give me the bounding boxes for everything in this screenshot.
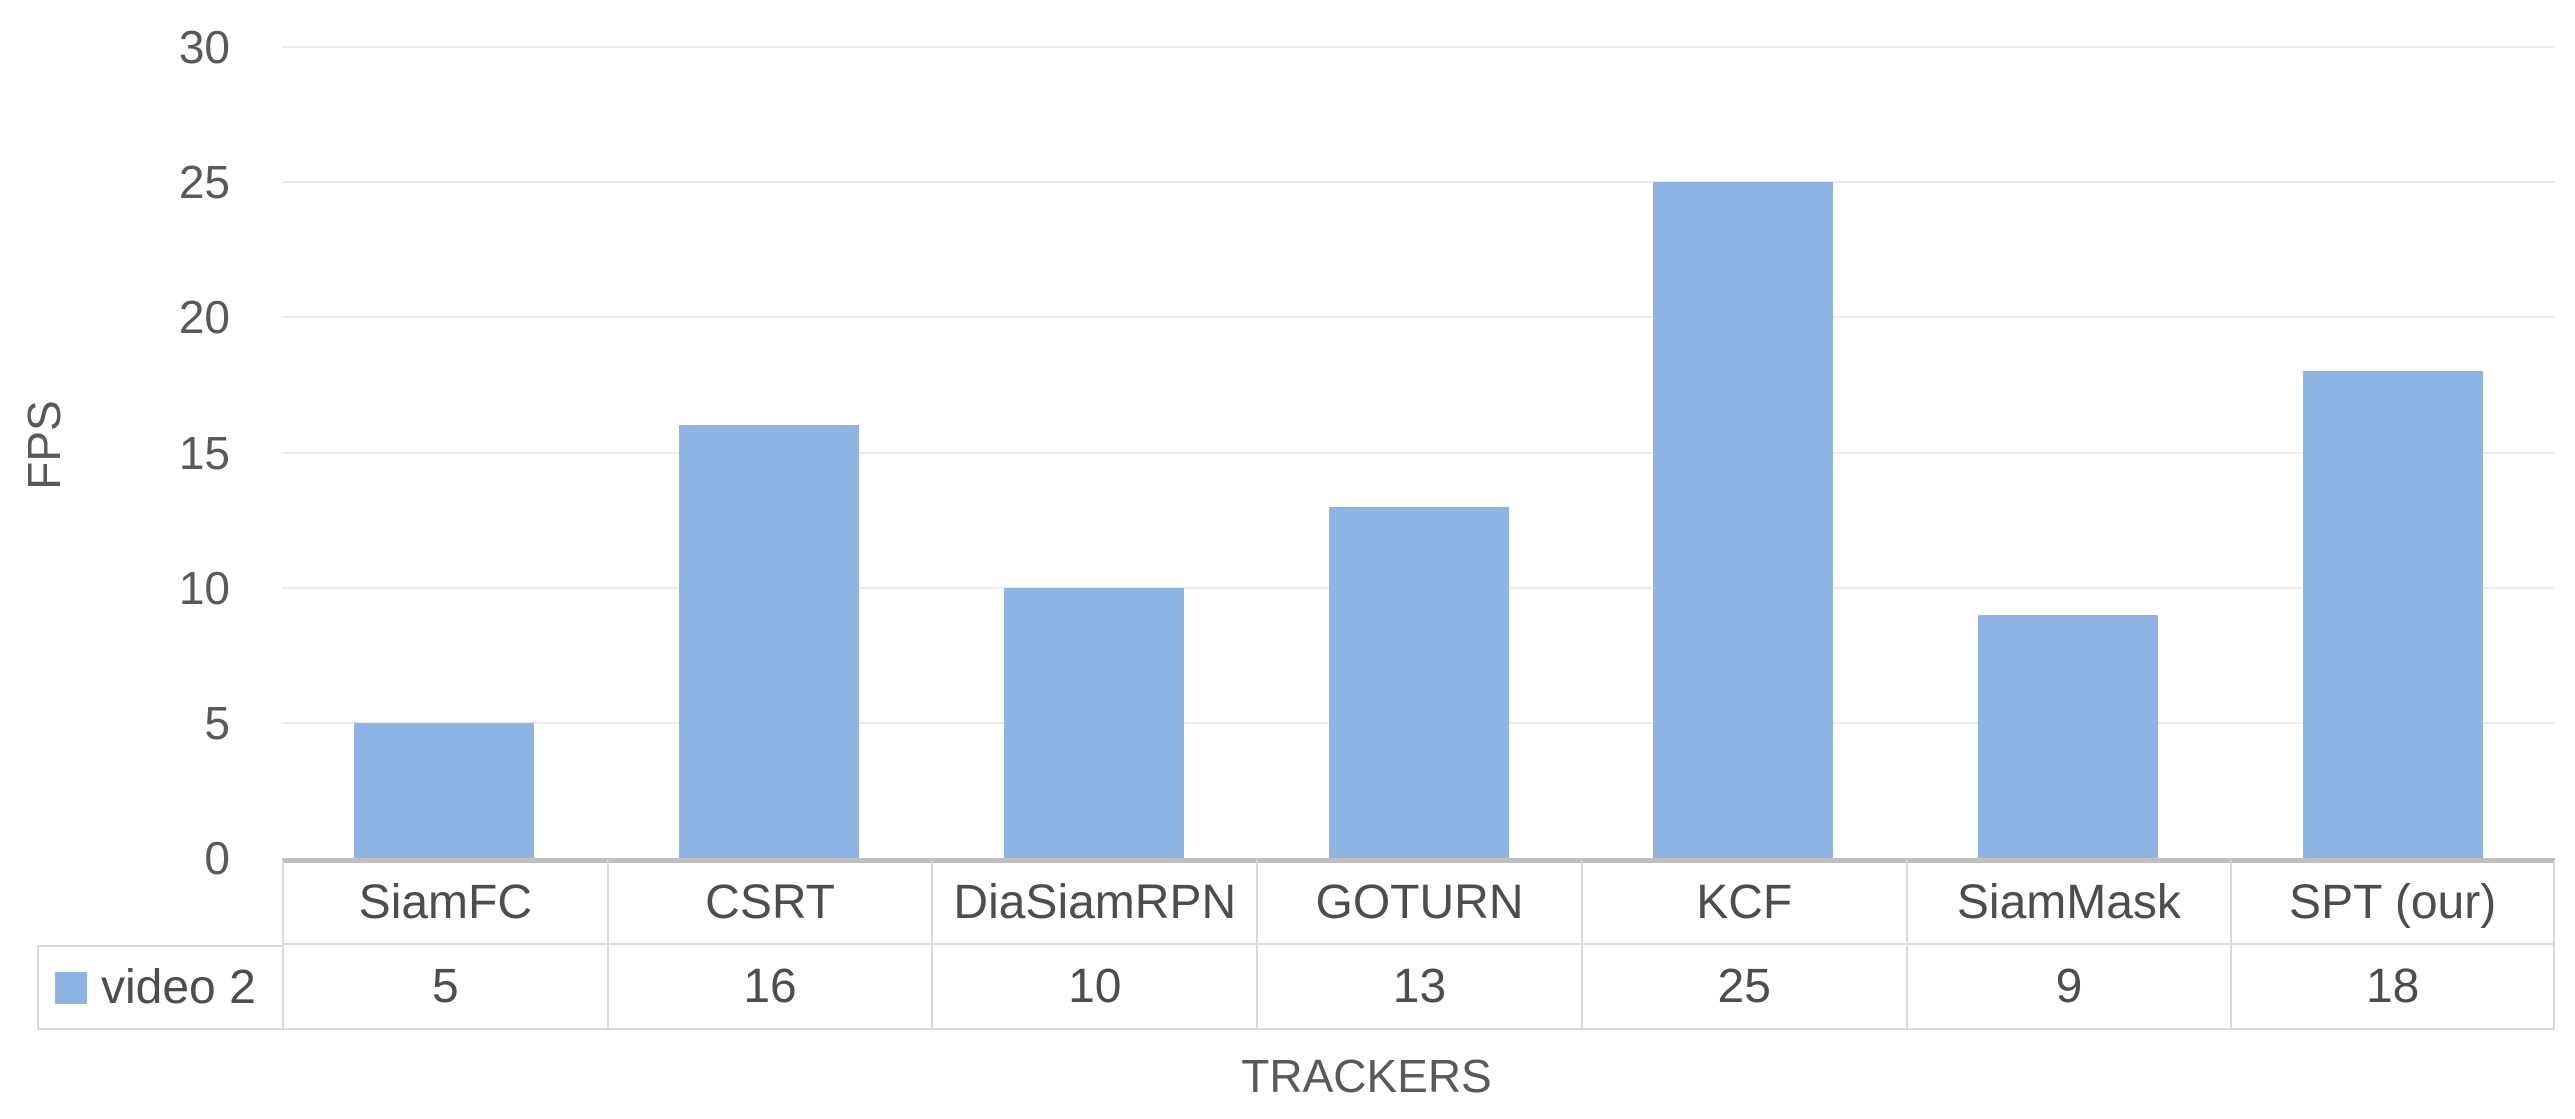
gridline-25 — [282, 181, 2555, 184]
bar-spt-our — [2302, 371, 2483, 858]
table-value-kcf: 25 — [1580, 945, 1906, 1030]
gridline-15 — [282, 451, 2555, 454]
y-axis-title: FPS — [18, 400, 70, 490]
table-value-siammask: 9 — [1905, 945, 2231, 1030]
table-header-csrt: CSRT — [606, 858, 932, 945]
bar-diasiamrpn — [1003, 587, 1184, 858]
table-corner-cell — [37, 858, 282, 945]
legend-color-swatch-icon — [55, 971, 87, 1004]
bar-siamfc — [354, 722, 535, 858]
table-value-goturn: 13 — [1256, 945, 1581, 1030]
gridline-30 — [282, 46, 2555, 48]
table-header-diasiamrpn: DiaSiamRPN — [931, 858, 1257, 945]
table-header-kcf: KCF — [1580, 858, 1906, 945]
bar-kcf — [1653, 182, 1834, 858]
table-header-siammask: SiamMask — [1905, 858, 2231, 945]
gridline-20 — [282, 316, 2555, 319]
table-header-spt-our: SPT (our) — [2230, 858, 2555, 945]
table-value-diasiamrpn: 10 — [931, 945, 1257, 1030]
table-value-spt-our: 18 — [2230, 945, 2555, 1030]
y-tick-label-25: 25 — [178, 156, 230, 209]
table-value-siamfc: 5 — [282, 945, 607, 1030]
bar-siammask — [1977, 614, 2158, 858]
bar-csrt — [679, 425, 860, 858]
table-header-goturn: GOTURN — [1256, 858, 1581, 945]
table-value-csrt: 16 — [606, 945, 932, 1030]
y-tick-label-0: 0 — [204, 832, 230, 884]
y-tick-label-20: 20 — [178, 291, 230, 344]
bar-goturn — [1328, 506, 1509, 858]
legend-cell: video 2 — [37, 945, 282, 1030]
y-tick-label-15: 15 — [178, 426, 230, 479]
table-header-siamfc: SiamFC — [282, 858, 607, 945]
y-tick-label-5: 5 — [204, 696, 230, 749]
x-axis-title: TRACKERS — [1241, 1050, 1492, 1102]
data-table: SiamFC CSRT DiaSiamRPN GOTURN KCF SiamMask SPT… — [37, 858, 2555, 1030]
legend-series-label: video 2 — [101, 960, 256, 1014]
y-tick-label-10: 10 — [178, 561, 230, 614]
y-tick-label-30: 30 — [178, 21, 230, 73]
